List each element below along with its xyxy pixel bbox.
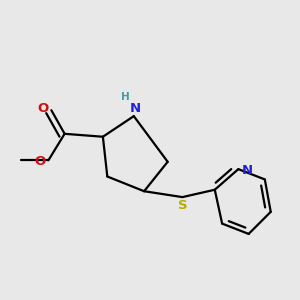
Text: O: O [34, 155, 46, 168]
Text: H: H [121, 92, 129, 102]
Text: N: N [130, 102, 141, 115]
Text: N: N [242, 164, 253, 177]
Text: O: O [37, 102, 48, 115]
Text: S: S [178, 200, 187, 212]
